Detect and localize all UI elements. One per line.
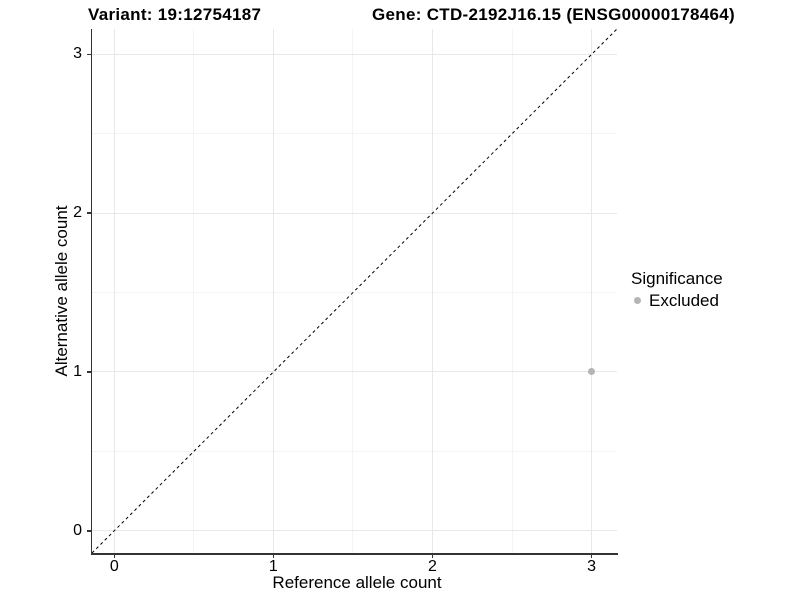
plot-title-gene: Gene: CTD-2192J16.15 (ENSG00000178464) (372, 5, 735, 24)
y-axis-line (90, 29, 92, 555)
plot-title-variant: Variant: 19:12754187 (88, 5, 262, 24)
gridline-minor-horizontal (92, 450, 617, 452)
y-tick-label: 1 (73, 362, 82, 380)
identity-dashed-line (92, 29, 617, 553)
x-tick-mark (113, 553, 116, 558)
gridline-major-vertical (431, 29, 433, 553)
gridline-minor-horizontal (92, 292, 617, 294)
y-tick-mark (87, 53, 92, 56)
x-axis-title: Reference allele count (272, 573, 442, 592)
y-tick-label: 3 (73, 45, 82, 63)
x-tick-label: 1 (268, 558, 278, 575)
y-tick-mark (87, 530, 92, 532)
y-axis-title: Alternative allele count (52, 205, 71, 377)
x-axis-line (90, 553, 618, 555)
plot-panel (92, 29, 617, 553)
x-tick-mark (590, 553, 593, 558)
legend-item-excluded: Excluded (631, 291, 723, 310)
data-point (588, 368, 596, 376)
gridline-major-horizontal (92, 53, 617, 55)
y-tick-label: 0 (73, 521, 82, 539)
x-tick-mark (431, 553, 434, 558)
y-tick-label: 2 (73, 204, 82, 222)
gridline-minor-vertical (511, 29, 513, 553)
legend-point-icon (634, 297, 641, 304)
legend: Significance Excluded (631, 269, 723, 310)
gridline-minor-horizontal (92, 133, 617, 135)
gridline-major-horizontal (92, 371, 617, 373)
gridline-major-horizontal (92, 212, 617, 214)
gridline-major-horizontal (92, 530, 617, 532)
gridline-major-vertical (591, 29, 593, 553)
y-tick-mark (87, 212, 92, 214)
identity-line-layer (92, 29, 617, 553)
x-tick-label: 2 (428, 558, 437, 575)
legend-title: Significance (631, 269, 723, 288)
x-tick-mark (272, 553, 275, 558)
gridline-minor-vertical (193, 29, 195, 553)
gridline-major-vertical (272, 29, 274, 553)
legend-item-label: Excluded (649, 291, 719, 310)
gridline-minor-vertical (352, 29, 354, 553)
x-tick-label: 3 (587, 558, 596, 575)
y-tick-mark (87, 371, 92, 373)
x-tick-label: 0 (109, 558, 119, 575)
gridline-major-vertical (113, 29, 115, 553)
